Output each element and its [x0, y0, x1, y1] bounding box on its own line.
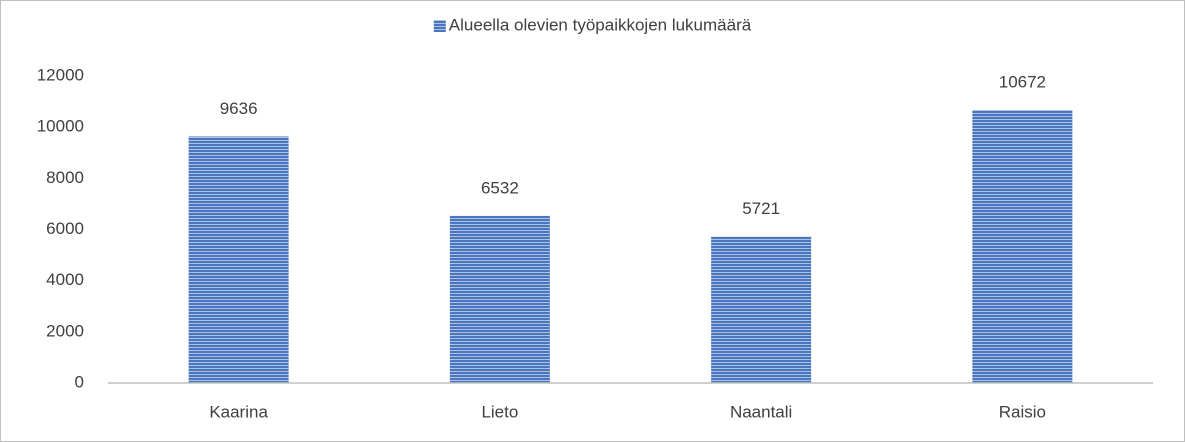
data-label: 10672	[999, 72, 1046, 91]
data-label: 6532	[481, 178, 519, 197]
data-label: 5721	[742, 199, 780, 218]
y-tick-label: 2000	[46, 321, 84, 340]
data-label: 9636	[220, 99, 258, 118]
bar	[972, 109, 1073, 383]
x-tick-label: Kaarina	[209, 402, 268, 421]
y-tick-label: 6000	[46, 219, 84, 238]
y-tick-label: 8000	[46, 168, 84, 187]
y-tick-label: 0	[75, 372, 84, 391]
y-tick-label: 10000	[37, 117, 84, 136]
bar	[188, 136, 289, 383]
y-tick-label: 12000	[37, 65, 84, 84]
x-tick-label: Raisio	[999, 402, 1046, 421]
x-tick-label: Lieto	[481, 402, 518, 421]
bar	[449, 215, 550, 383]
y-tick-label: 4000	[46, 270, 84, 289]
legend-label: Alueella olevien työpaikkojen lukumäärä	[449, 15, 752, 34]
bar	[711, 236, 812, 383]
legend-item: Alueella olevien työpaikkojen lukumäärä	[433, 15, 752, 34]
legend-swatch	[433, 20, 446, 32]
x-tick-label: Naantali	[730, 402, 792, 421]
